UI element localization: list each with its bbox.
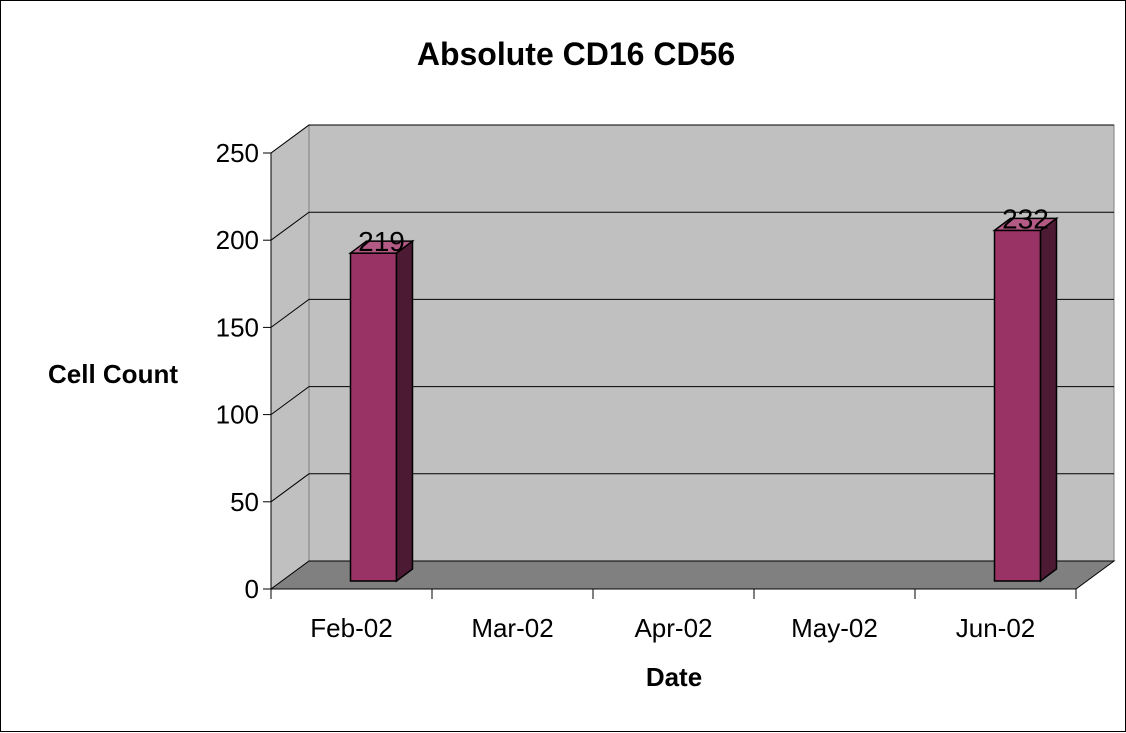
y-tick-label: 200 [216, 225, 259, 255]
x-tick-label: Jun-02 [956, 613, 1036, 643]
x-tick-label: May-02 [791, 613, 878, 643]
y-axis-title: Cell Count [48, 359, 178, 389]
bar-top [348, 240, 415, 254]
bar-side [395, 239, 414, 583]
data-labels: 219 232 [358, 203, 1049, 257]
bar-top [992, 217, 1059, 232]
y-tick-label: 100 [216, 400, 259, 430]
bar [992, 216, 1059, 583]
back-wall [308, 124, 1115, 562]
gridline [270, 298, 1114, 328]
x-tick-label: Mar-02 [471, 613, 553, 643]
y-tick-label: 150 [216, 312, 259, 342]
side-wall [270, 124, 310, 590]
gridline [270, 473, 1114, 503]
bars [348, 216, 1059, 583]
y-axis: 0 50 100 150 200 250 [216, 138, 272, 604]
bar-side [1039, 216, 1058, 583]
bar-front [349, 252, 398, 582]
x-axis: Feb-02 Mar-02 Apr-02 May-02 Jun-02 [270, 588, 1077, 643]
x-tick-label: Feb-02 [310, 613, 392, 643]
gridline [270, 124, 1114, 154]
data-label: 219 [358, 226, 405, 257]
gridlines [270, 124, 1114, 503]
gridline [270, 211, 1114, 241]
bar [348, 239, 415, 583]
x-tick-label: Apr-02 [634, 613, 712, 643]
x-axis-title: Date [646, 662, 702, 692]
bar-front [993, 229, 1042, 582]
data-label: 232 [1002, 203, 1049, 234]
chart-title: Absolute CD16 CD56 [417, 36, 735, 72]
gridline [270, 386, 1114, 416]
y-tick-label: 50 [230, 487, 259, 517]
y-tick-label: 250 [216, 138, 259, 168]
y-tick-label: 0 [245, 574, 259, 604]
